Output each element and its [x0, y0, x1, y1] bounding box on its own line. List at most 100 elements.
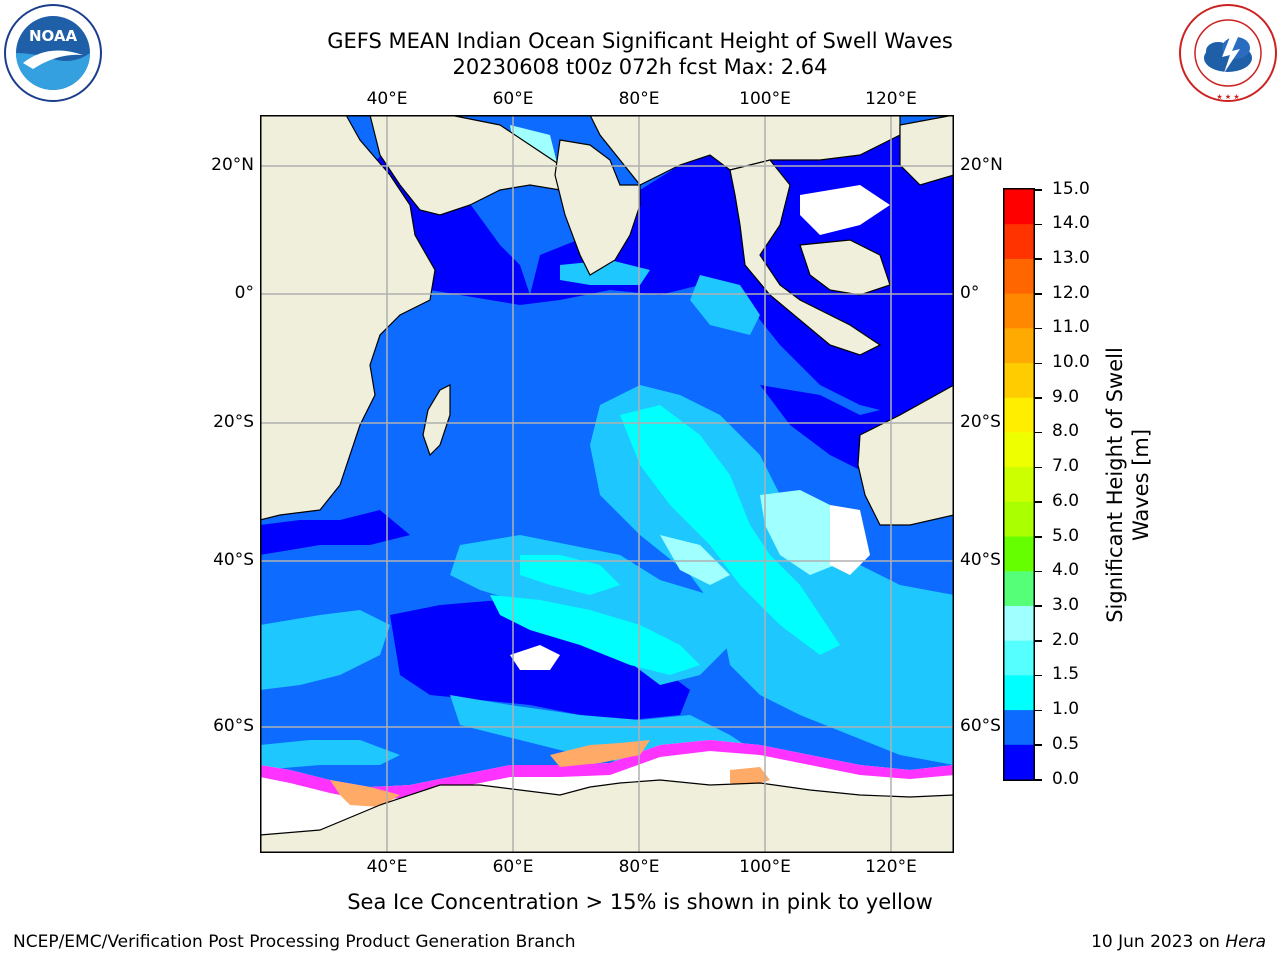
noaa-logo: NOAA — [4, 4, 102, 102]
lat-tick-left: 0° — [234, 283, 254, 303]
colorbar-tick-label: 1.0 — [1052, 699, 1080, 720]
lat-tick-right: 20°N — [960, 155, 1003, 175]
lat-tick-left: 20°N — [211, 155, 254, 175]
colorbar-tick-mark — [1035, 258, 1042, 260]
lat-tick-left: 40°S — [213, 550, 254, 570]
colorbar-label: Significant Height of Swell Waves [m] — [1102, 347, 1154, 623]
lon-tick-bottom: 80°E — [618, 857, 660, 877]
colorbar-segment — [1004, 536, 1034, 572]
lon-tick-top: 100°E — [739, 89, 791, 109]
lon-tick-top: 120°E — [865, 89, 917, 109]
colorbar-label-line2: Waves [m] — [1129, 428, 1153, 542]
colorbar-tick-mark — [1035, 640, 1042, 642]
colorbar-tick-label: 0.5 — [1052, 733, 1080, 754]
sea-ice-note: Sea Ice Concentration > 15% is shown in … — [347, 890, 933, 914]
colorbar-tick-label: 0.0 — [1052, 768, 1080, 789]
colorbar-tick-label: 15.0 — [1052, 178, 1090, 199]
footer-date-text: 10 Jun 2023 on — [1091, 932, 1226, 952]
colorbar-segment — [1004, 293, 1034, 329]
colorbar-tick-label: 9.0 — [1052, 386, 1080, 407]
colorbar-tick-label: 4.0 — [1052, 560, 1080, 581]
colorbar-tick-mark — [1035, 362, 1042, 365]
colorbar — [1003, 188, 1035, 781]
colorbar-tick-mark — [1035, 466, 1042, 469]
colorbar-tick-mark — [1035, 605, 1042, 607]
colorbar-tick-mark — [1035, 570, 1042, 573]
lon-tick-bottom: 120°E — [865, 857, 917, 877]
colorbar-segment — [1004, 258, 1034, 295]
colorbar-tick-mark — [1035, 327, 1042, 330]
land-india — [554, 139, 641, 276]
land-southeast-asia — [729, 159, 882, 356]
land-africa — [260, 115, 436, 521]
colorbar-tick-label: 11.0 — [1052, 317, 1090, 338]
colorbar-tick-label: 3.0 — [1052, 594, 1080, 615]
colorbar-segment — [1004, 189, 1034, 225]
land-madagascar — [422, 384, 451, 457]
map-frame — [260, 115, 954, 853]
chart-subtitle: 20230608 t00z 072h fcst Max: 2.64 — [452, 55, 828, 79]
colorbar-segment — [1004, 675, 1034, 711]
colorbar-tick-label: 13.0 — [1052, 247, 1090, 268]
colorbar-tick-label: 7.0 — [1052, 456, 1080, 477]
noaa-text: NOAA — [29, 27, 78, 45]
lat-tick-right: 60°S — [960, 716, 1001, 736]
lat-tick-right: 20°S — [960, 412, 1001, 432]
lon-tick-bottom: 40°E — [366, 857, 408, 877]
colorbar-segment — [1004, 501, 1034, 538]
footer-branch: NCEP/EMC/Verification Post Processing Pr… — [13, 932, 576, 952]
colorbar-segment — [1004, 432, 1034, 468]
colorbar-tick-label: 2.0 — [1052, 629, 1080, 650]
lat-tick-left: 60°S — [213, 716, 254, 736]
colorbar-label-line1: Significant Height of Swell — [1103, 347, 1127, 623]
footer-host: Hera — [1225, 932, 1266, 952]
colorbar-tick-mark — [1035, 223, 1042, 226]
colorbar-tick-mark — [1035, 779, 1042, 781]
colorbar-tick-label: 8.0 — [1052, 421, 1080, 442]
lat-tick-right: 0° — [960, 283, 980, 303]
nws-logo: ★ ★ ★ — [1179, 4, 1277, 102]
colorbar-tick-mark — [1035, 709, 1042, 712]
colorbar-tick-label: 10.0 — [1052, 352, 1090, 373]
colorbar-segment — [1004, 224, 1034, 260]
chart-title: GEFS MEAN Indian Ocean Significant Heigh… — [327, 29, 953, 53]
graticule — [260, 115, 954, 853]
lat-tick-right: 40°S — [960, 550, 1001, 570]
lon-tick-top: 40°E — [366, 89, 408, 109]
land-borneo — [799, 239, 891, 296]
colorbar-tick-mark — [1035, 397, 1042, 399]
land-antarctica — [260, 779, 954, 853]
colorbar-tick-label: 5.0 — [1052, 525, 1080, 546]
land-arabia — [369, 115, 582, 216]
colorbar-tick-mark — [1035, 536, 1042, 538]
colorbar-segment — [1004, 605, 1034, 642]
colorbar-segment — [1004, 328, 1034, 364]
land-australia — [857, 384, 954, 526]
colorbar-segment — [1004, 640, 1034, 676]
colorbar-tick-label: 14.0 — [1052, 213, 1090, 234]
lon-tick-top: 80°E — [618, 89, 660, 109]
land-philippines — [899, 115, 954, 186]
colorbar-tick-mark — [1035, 431, 1042, 434]
colorbar-tick-mark — [1035, 501, 1042, 503]
colorbar-tick-label: 6.0 — [1052, 490, 1080, 511]
colorbar-segment — [1004, 363, 1034, 399]
map-panel — [260, 115, 954, 853]
footer-date: 10 Jun 2023 on Hera — [1091, 932, 1266, 952]
colorbar-tick-label: 1.5 — [1052, 664, 1080, 685]
colorbar-tick-mark — [1035, 744, 1042, 746]
lon-tick-bottom: 100°E — [739, 857, 791, 877]
colorbar-tick-label: 12.0 — [1052, 282, 1090, 303]
colorbar-tick-mark — [1035, 293, 1042, 295]
colorbar-frame — [1003, 188, 1035, 781]
svg-text:★ ★ ★: ★ ★ ★ — [1216, 93, 1239, 101]
lon-tick-bottom: 60°E — [492, 857, 534, 877]
lon-tick-top: 60°E — [492, 89, 534, 109]
colorbar-segment — [1004, 744, 1034, 780]
colorbar-segment — [1004, 710, 1034, 746]
colorbar-tick-mark — [1035, 674, 1042, 677]
lat-tick-left: 20°S — [213, 412, 254, 432]
colorbar-tick-mark — [1035, 189, 1042, 191]
colorbar-segment — [1004, 467, 1034, 503]
colorbar-segment — [1004, 397, 1034, 433]
